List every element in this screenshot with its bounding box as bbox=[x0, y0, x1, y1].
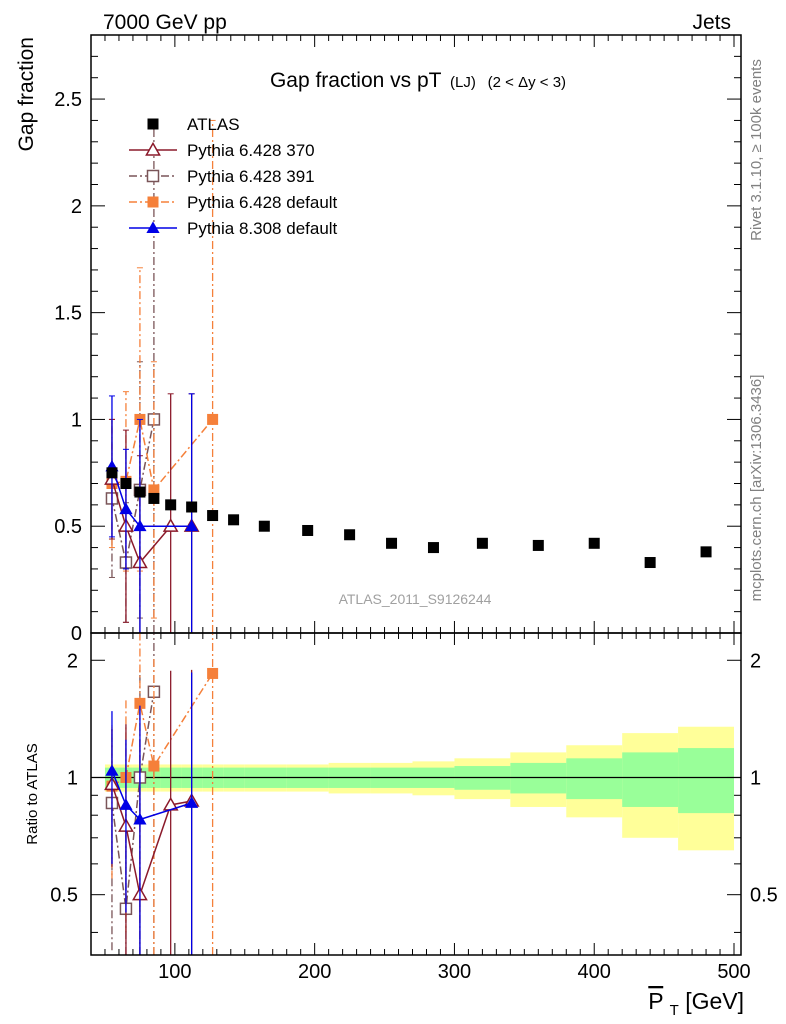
plot-title-sub: (LJ) bbox=[450, 74, 476, 91]
legend-item-p8def: Pythia 8.308 default bbox=[129, 219, 338, 238]
data-point bbox=[185, 519, 199, 532]
main-y-tick-label: 2 bbox=[71, 196, 82, 218]
data-point bbox=[134, 486, 146, 498]
data-point bbox=[302, 524, 314, 536]
ratio-series-p8def bbox=[105, 672, 199, 955]
data-point bbox=[258, 520, 270, 532]
series-line bbox=[111, 466, 192, 527]
data-point bbox=[588, 537, 600, 549]
legend-item-atlas: ATLAS bbox=[147, 115, 240, 134]
legend-label: Pythia 6.428 391 bbox=[187, 167, 315, 186]
ratio-series-line bbox=[111, 691, 155, 909]
data-point bbox=[207, 413, 219, 425]
main-y-tick-label: 0 bbox=[71, 623, 82, 645]
plot-title: Gap fraction vs pT (LJ) (2 < Δy < 3) bbox=[270, 69, 566, 92]
x-axis-label-unit: [GeV] bbox=[685, 988, 744, 1014]
legend-label: Pythia 6.428 370 bbox=[187, 141, 315, 160]
data-point bbox=[106, 467, 118, 479]
data-point bbox=[148, 484, 160, 496]
main-y-tick-label: 0.5 bbox=[54, 516, 82, 538]
series-atlas bbox=[106, 467, 712, 569]
data-point bbox=[119, 502, 133, 515]
data-point bbox=[207, 510, 219, 522]
ratio-data-point bbox=[207, 667, 219, 679]
stat-uncertainty-band bbox=[622, 752, 679, 807]
ratio-y-tick-label: 0.5 bbox=[50, 885, 78, 907]
mcplots-label: mcplots.cern.ch [arXiv:1306.3436] bbox=[748, 375, 765, 602]
x-tick-label: 400 bbox=[578, 961, 611, 983]
main-y-tick-label: 1 bbox=[71, 409, 82, 431]
ratio-data-point bbox=[134, 697, 146, 709]
legend-marker bbox=[145, 141, 161, 156]
plot-title-main: Gap fraction vs pT bbox=[270, 69, 442, 92]
data-point bbox=[427, 542, 439, 554]
x-tick-label: 300 bbox=[438, 961, 471, 983]
ratio-data-point bbox=[105, 764, 119, 776]
x-tick-label: 200 bbox=[298, 961, 331, 983]
ratio-data-point bbox=[119, 798, 133, 810]
stat-uncertainty-band bbox=[510, 762, 567, 794]
legend-item-p370: Pythia 6.428 370 bbox=[129, 141, 315, 160]
series-p8def bbox=[105, 393, 199, 634]
ratio-y-tick-label-right: 0.5 bbox=[750, 885, 778, 907]
ratio-data-point bbox=[185, 796, 199, 808]
main-y-tick-label: 2.5 bbox=[54, 89, 82, 111]
collision-label: 7000 GeV pp bbox=[103, 11, 227, 34]
data-point bbox=[133, 519, 147, 532]
x-axis-label-main: P bbox=[648, 988, 663, 1014]
x-axis-label: P T [GeV] bbox=[648, 988, 744, 1020]
ratio-y-tick-label: 2 bbox=[67, 650, 78, 672]
ratio-series-p370 bbox=[104, 669, 200, 955]
series-line bbox=[111, 419, 155, 563]
ratio-data-point bbox=[133, 812, 147, 825]
ratio-y-tick-label-right: 1 bbox=[750, 767, 761, 789]
ratio-plot-frame bbox=[90, 632, 742, 956]
data-point bbox=[344, 529, 356, 541]
data-point bbox=[644, 557, 656, 569]
ratio-y-tick-label-right: 2 bbox=[750, 650, 761, 672]
analysis-label: ATLAS_2011_S9126244 bbox=[339, 591, 492, 607]
rivet-version-label: Rivet 3.1.10, ≥ 100k events bbox=[748, 59, 765, 241]
data-point bbox=[476, 537, 488, 549]
stat-uncertainty-band bbox=[678, 748, 735, 814]
stat-uncertainty-band bbox=[566, 758, 623, 800]
main-y-tick-label: 1.5 bbox=[54, 303, 82, 325]
data-point bbox=[120, 478, 132, 489]
legend-label: Pythia 6.428 default bbox=[187, 193, 338, 212]
legend: ATLAS Pythia 6.428 370 Pythia 6.428 391 Pyt… bbox=[129, 115, 338, 238]
data-point bbox=[186, 501, 198, 513]
data-point bbox=[700, 546, 712, 558]
data-point bbox=[148, 492, 160, 504]
legend-marker bbox=[147, 196, 159, 208]
series-line bbox=[111, 418, 214, 492]
ratio-data-point bbox=[148, 760, 160, 772]
ratio-y-axis-label: Ratio to ATLAS bbox=[24, 743, 41, 844]
legend-marker bbox=[147, 118, 159, 130]
x-tick-label: 500 bbox=[717, 961, 750, 983]
data-point bbox=[165, 499, 177, 511]
legend-marker bbox=[146, 169, 160, 183]
ratio-series bbox=[104, 633, 219, 955]
x-tick-label: 100 bbox=[158, 961, 191, 983]
ratio-series-line bbox=[111, 770, 192, 821]
legend-marker bbox=[146, 221, 160, 233]
plot-title-range: (2 < Δy < 3) bbox=[488, 74, 566, 91]
legend-item-p6def: Pythia 6.428 default bbox=[129, 193, 338, 212]
data-point bbox=[228, 514, 240, 526]
legend-label: ATLAS bbox=[187, 115, 240, 134]
main-series bbox=[104, 119, 712, 634]
series-p370 bbox=[104, 393, 200, 634]
data-point bbox=[532, 539, 544, 551]
legend-label: Pythia 8.308 default bbox=[187, 219, 338, 238]
x-axis-label-sub: T bbox=[670, 1002, 679, 1019]
data-point bbox=[162, 518, 179, 532]
legend-item-p391: Pythia 6.428 391 bbox=[129, 167, 315, 186]
ratio-axes: 100 200 300 400 500 0.5 0.5 1 1 2 2 bbox=[50, 633, 778, 983]
ratio-uncertainty-bands bbox=[91, 726, 741, 851]
main-y-axis-label: Gap fraction bbox=[15, 37, 38, 151]
data-point bbox=[386, 537, 398, 549]
ratio-y-tick-label: 1 bbox=[67, 767, 78, 789]
category-label: Jets bbox=[692, 11, 731, 34]
